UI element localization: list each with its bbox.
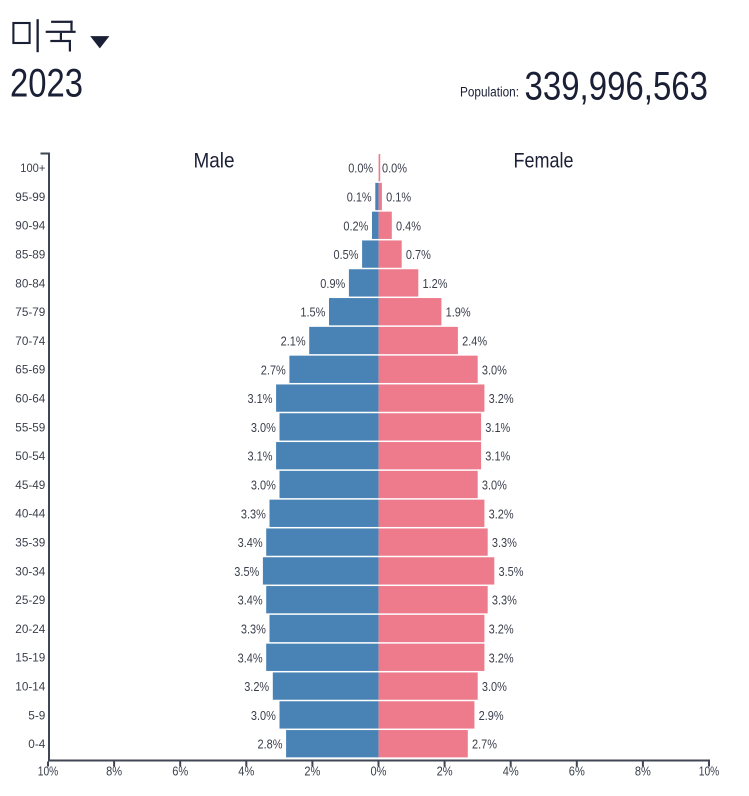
svg-text:3.4%: 3.4% — [238, 593, 263, 608]
svg-text:80-84: 80-84 — [15, 278, 46, 290]
svg-text:3.3%: 3.3% — [241, 506, 266, 521]
svg-text:4%: 4% — [503, 765, 519, 779]
svg-text:4%: 4% — [238, 765, 254, 779]
svg-text:0.0%: 0.0% — [382, 161, 407, 176]
svg-text:2.7%: 2.7% — [472, 737, 497, 752]
svg-text:25-29: 25-29 — [15, 595, 45, 607]
svg-text:40-44: 40-44 — [15, 509, 46, 521]
svg-text:0-4: 0-4 — [28, 739, 46, 751]
svg-text:0.1%: 0.1% — [347, 190, 372, 205]
svg-text:55-59: 55-59 — [15, 422, 45, 434]
svg-text:70-74: 70-74 — [15, 336, 46, 348]
svg-text:8%: 8% — [635, 765, 651, 779]
svg-text:2.9%: 2.9% — [479, 708, 504, 723]
svg-text:8%: 8% — [106, 765, 122, 779]
svg-text:3.3%: 3.3% — [492, 535, 517, 550]
svg-text:3.0%: 3.0% — [251, 420, 276, 435]
svg-text:0.5%: 0.5% — [334, 247, 359, 262]
svg-text:3.1%: 3.1% — [248, 449, 273, 464]
svg-text:3.1%: 3.1% — [248, 391, 273, 406]
svg-text:3.1%: 3.1% — [485, 449, 510, 464]
svg-text:65-69: 65-69 — [15, 365, 45, 377]
svg-text:3.3%: 3.3% — [492, 593, 517, 608]
svg-text:3.0%: 3.0% — [251, 478, 276, 493]
svg-text:2.7%: 2.7% — [261, 362, 286, 377]
svg-text:3.2%: 3.2% — [244, 679, 269, 694]
svg-text:3.4%: 3.4% — [238, 535, 263, 550]
svg-text:10-14: 10-14 — [15, 682, 46, 694]
svg-text:1.5%: 1.5% — [300, 305, 325, 320]
svg-text:90-94: 90-94 — [15, 221, 46, 233]
svg-text:75-79: 75-79 — [15, 307, 45, 319]
svg-text:15-19: 15-19 — [15, 653, 45, 665]
svg-text:3.0%: 3.0% — [251, 708, 276, 723]
svg-text:3.0%: 3.0% — [482, 362, 507, 377]
svg-text:10%: 10% — [38, 765, 59, 779]
svg-text:3.3%: 3.3% — [241, 622, 266, 637]
svg-text:2%: 2% — [437, 765, 453, 779]
svg-text:0.2%: 0.2% — [343, 218, 368, 233]
svg-text:60-64: 60-64 — [15, 394, 46, 406]
svg-text:1.2%: 1.2% — [423, 276, 448, 291]
svg-text:50-54: 50-54 — [15, 451, 46, 463]
svg-text:85-89: 85-89 — [15, 250, 45, 262]
svg-text:6%: 6% — [172, 765, 188, 779]
svg-text:0.1%: 0.1% — [386, 190, 411, 205]
svg-text:2.4%: 2.4% — [462, 334, 487, 349]
svg-text:20-24: 20-24 — [15, 624, 46, 636]
svg-text:0.0%: 0.0% — [348, 161, 373, 176]
svg-text:3.2%: 3.2% — [489, 650, 514, 665]
svg-text:Population:: Population: — [460, 84, 519, 99]
svg-text:1.9%: 1.9% — [446, 305, 471, 320]
svg-text:95-99: 95-99 — [15, 192, 45, 204]
svg-text:3.0%: 3.0% — [482, 478, 507, 493]
svg-text:0.4%: 0.4% — [396, 218, 421, 233]
svg-text:0%: 0% — [371, 765, 387, 779]
svg-text:3.4%: 3.4% — [238, 650, 263, 665]
svg-text:2.1%: 2.1% — [281, 334, 306, 349]
svg-text:0.7%: 0.7% — [406, 247, 431, 262]
svg-text:30-34: 30-34 — [15, 566, 46, 578]
svg-text:3.1%: 3.1% — [485, 420, 510, 435]
svg-text:339,996,563: 339,996,563 — [525, 65, 709, 109]
svg-text:3.0%: 3.0% — [482, 679, 507, 694]
svg-text:2023: 2023 — [10, 62, 83, 106]
svg-text:2.8%: 2.8% — [258, 737, 283, 752]
svg-text:Female: Female — [514, 150, 574, 173]
svg-text:5-9: 5-9 — [28, 710, 45, 722]
svg-text:3.2%: 3.2% — [489, 506, 514, 521]
svg-text:6%: 6% — [569, 765, 585, 779]
svg-text:3.5%: 3.5% — [499, 564, 524, 579]
svg-text:45-49: 45-49 — [15, 480, 45, 492]
svg-text:10%: 10% — [699, 765, 720, 779]
svg-text:100+: 100+ — [20, 163, 45, 175]
svg-text:3.2%: 3.2% — [489, 622, 514, 637]
svg-text:2%: 2% — [304, 765, 320, 779]
svg-text:3.2%: 3.2% — [489, 391, 514, 406]
svg-text:Male: Male — [194, 150, 235, 173]
svg-text:35-39: 35-39 — [15, 538, 45, 550]
svg-text:0.9%: 0.9% — [320, 276, 345, 291]
svg-text:3.5%: 3.5% — [234, 564, 259, 579]
